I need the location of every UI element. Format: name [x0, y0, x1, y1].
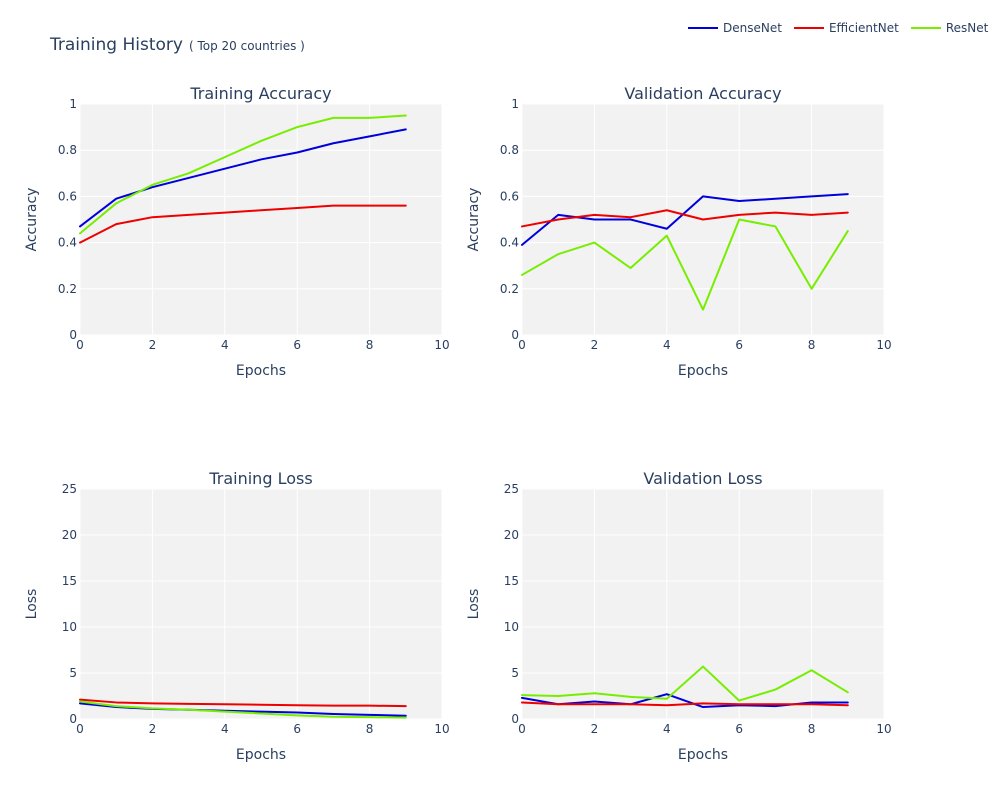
training-accuracy-x-tick-label: 10 — [434, 338, 449, 352]
figure-title: Training History ( Top 20 countries ) — [50, 35, 305, 55]
training-loss-x-tick-label: 8 — [366, 722, 374, 736]
validation-loss-x-tick-label: 8 — [808, 722, 816, 736]
training-loss-series-resnet — [79, 700, 407, 719]
validation-loss-y-axis-label: Loss — [466, 589, 482, 620]
training-loss-y-tick-label: 5 — [69, 666, 77, 680]
training-accuracy-y-tick-label: 0 — [69, 328, 77, 342]
training-accuracy-y-tick-label: 0.2 — [58, 282, 77, 296]
training-loss-y-tick-label: 0 — [69, 712, 77, 726]
training-loss-x-tick-label: 10 — [434, 722, 449, 736]
legend-swatch-efficientnet — [793, 27, 824, 29]
validation-loss-y-tick-label: 20 — [504, 528, 519, 542]
validation-loss-series-efficientnet — [521, 701, 849, 707]
legend-swatch-resnet — [910, 27, 941, 29]
validation-loss-y-tick-label: 5 — [511, 666, 519, 680]
validation-accuracy-y-tick-label: 0.8 — [500, 143, 519, 157]
validation-accuracy-y-axis-label: Accuracy — [466, 188, 482, 252]
validation-loss-x-tick-label: 4 — [663, 722, 671, 736]
training-loss-series-efficientnet — [79, 698, 407, 708]
training-accuracy-series-resnet — [79, 114, 407, 235]
figure-subtitle: ( Top 20 countries ) — [188, 39, 305, 53]
validation-accuracy-x-tick-label: 6 — [735, 338, 743, 352]
validation-accuracy-series-efficientnet — [521, 209, 849, 228]
training-accuracy-x-tick-label: 2 — [149, 338, 157, 352]
validation-accuracy-x-tick-label: 8 — [808, 338, 816, 352]
subplot-training-loss: 0 2 4 6 8 10 0 5 10 15 20 25 Training Loss Epochs Loss — [24, 469, 450, 763]
validation-accuracy-x-tick-label: 10 — [876, 338, 891, 352]
legend-item-efficientnet[interactable]: EfficientNet — [793, 21, 899, 35]
subplot-validation-accuracy: 0 2 4 6 8 10 0 0.2 0.4 0.6 0.8 1 Validation Accuracy… — [466, 84, 892, 379]
validation-loss-x-tick-label: 0 — [518, 722, 526, 736]
figure-title-text: Training History — [50, 35, 183, 55]
training-accuracy-y-axis-label: Accuracy — [24, 188, 40, 252]
validation-accuracy-y-tick-label: 0.2 — [500, 282, 519, 296]
validation-accuracy-y-tick-label: 1 — [511, 97, 519, 111]
legend: DenseNet EfficientNet ResNet — [688, 18, 1000, 38]
validation-loss-y-tick-label: 10 — [504, 620, 519, 634]
training-accuracy-x-tick-label: 6 — [293, 338, 301, 352]
training-loss-y-tick-label: 10 — [62, 620, 77, 634]
validation-loss-y-tick-label: 25 — [504, 482, 519, 496]
training-accuracy-y-tick-label: 0.4 — [58, 236, 77, 250]
validation-accuracy-title: Validation Accuracy — [624, 84, 781, 103]
training-loss-y-tick-label: 25 — [62, 482, 77, 496]
subplot-validation-loss: 0 2 4 6 8 10 0 5 10 15 20 25 Validation Loss Epochs Lo… — [466, 469, 892, 763]
training-accuracy-x-tick-label: 8 — [366, 338, 374, 352]
legend-item-resnet[interactable]: ResNet — [910, 21, 989, 35]
legend-label-resnet: ResNet — [945, 21, 989, 35]
training-loss-y-axis-label: Loss — [24, 589, 40, 620]
training-accuracy-x-axis-label: Epochs — [236, 363, 286, 379]
legend-label-densenet: DenseNet — [723, 21, 782, 35]
validation-accuracy-x-tick-label: 2 — [591, 338, 599, 352]
validation-loss-title: Validation Loss — [643, 469, 762, 488]
legend-swatch-densenet — [688, 27, 718, 29]
training-accuracy-x-tick-label: 4 — [221, 338, 229, 352]
validation-accuracy-y-tick-label: 0 — [511, 328, 519, 342]
validation-loss-x-axis-label: Epochs — [678, 747, 728, 763]
training-accuracy-y-tick-label: 1 — [69, 97, 77, 111]
validation-loss-x-tick-label: 2 — [591, 722, 599, 736]
training-loss-x-tick-label: 6 — [293, 722, 301, 736]
validation-accuracy-y-tick-label: 0.6 — [500, 189, 519, 203]
training-loss-title: Training Loss — [208, 469, 312, 488]
validation-accuracy-x-tick-label: 4 — [663, 338, 671, 352]
training-accuracy-title: Training Accuracy — [189, 84, 331, 103]
training-loss-plot-area — [80, 489, 442, 719]
training-loss-x-tick-label: 4 — [221, 722, 229, 736]
training-accuracy-x-tick-label: 0 — [76, 338, 84, 352]
validation-loss-series-resnet — [521, 665, 849, 702]
validation-accuracy-series-resnet — [521, 218, 849, 311]
legend-item-densenet[interactable]: DenseNet — [688, 21, 782, 35]
training-loss-y-tick-label: 20 — [62, 528, 77, 542]
validation-accuracy-x-tick-label: 0 — [518, 338, 526, 352]
training-loss-x-tick-label: 2 — [149, 722, 157, 736]
legend-label-efficientnet: EfficientNet — [828, 21, 899, 35]
training-accuracy-series-densenet — [79, 128, 407, 228]
training-accuracy-series-efficientnet — [79, 204, 407, 244]
validation-loss-plot-area — [522, 489, 884, 719]
validation-loss-y-tick-label: 0 — [511, 712, 519, 726]
validation-loss-y-tick-label: 15 — [504, 574, 519, 588]
validation-accuracy-x-axis-label: Epochs — [678, 363, 728, 379]
training-loss-x-tick-label: 0 — [76, 722, 84, 736]
validation-accuracy-y-tick-label: 0.4 — [500, 236, 519, 250]
validation-loss-x-tick-label: 10 — [876, 722, 891, 736]
training-loss-y-tick-label: 15 — [62, 574, 77, 588]
training-accuracy-y-tick-label: 0.8 — [58, 143, 77, 157]
validation-loss-x-tick-label: 6 — [735, 722, 743, 736]
subplot-training-accuracy: 0 2 4 6 8 10 0 0.2 0.4 0.6 0.8 1 Training Accuracy Ep… — [24, 84, 450, 379]
training-accuracy-plot-area — [80, 104, 442, 335]
training-loss-x-axis-label: Epochs — [236, 747, 286, 763]
training-accuracy-y-tick-label: 0.6 — [58, 189, 77, 203]
